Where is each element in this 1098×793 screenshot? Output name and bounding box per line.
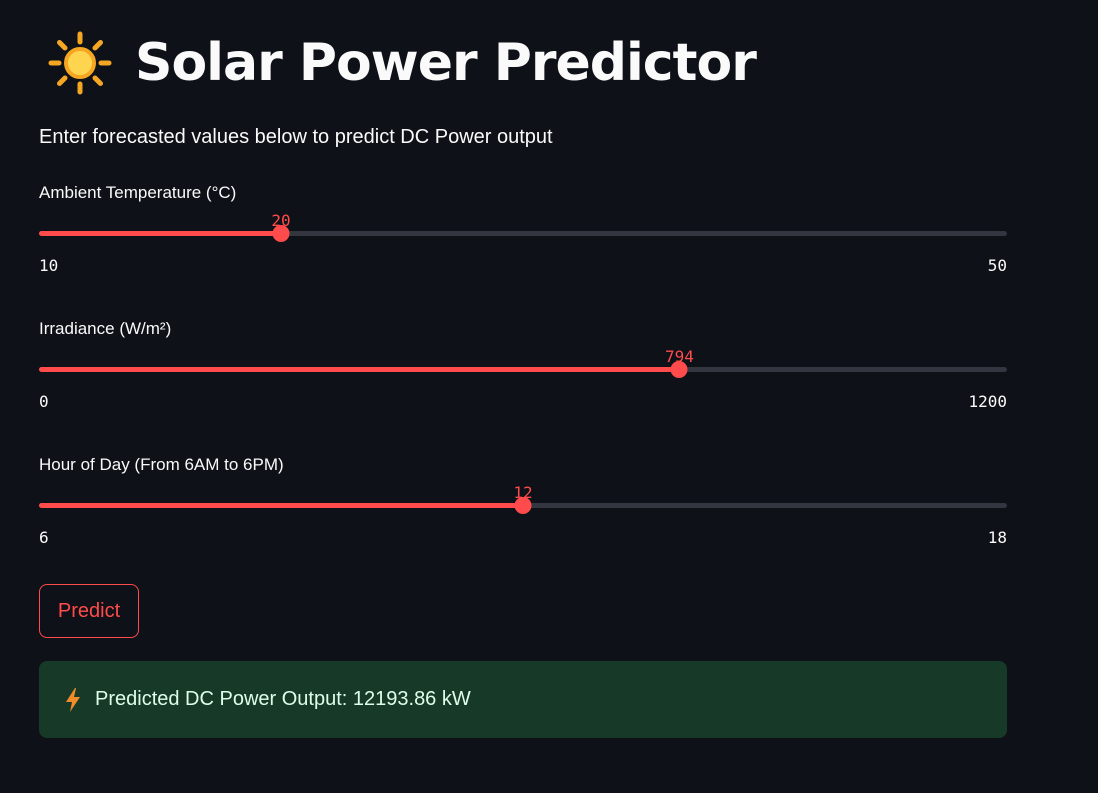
slider-thumb[interactable] <box>272 225 290 242</box>
slider-label: Irradiance (W/m²) <box>39 319 172 338</box>
slider-track-fill <box>39 367 680 372</box>
slider-label: Hour of Day (From 6AM to 6PM) <box>39 455 284 474</box>
result-success-box: Predicted DC Power Output: 12193.86 kW <box>39 661 1007 738</box>
slider-label: Ambient Temperature (°C) <box>39 183 237 202</box>
sun-icon <box>48 31 112 95</box>
slider-max-label: 50 <box>987 256 1007 275</box>
predict-button[interactable]: Predict <box>39 584 139 638</box>
slider-thumb[interactable] <box>514 497 532 514</box>
slider-thumb[interactable] <box>670 361 688 378</box>
slider-track-fill <box>39 231 281 236</box>
slider-track[interactable] <box>39 231 1007 236</box>
slider-track[interactable] <box>39 367 1007 372</box>
lightning-bolt-icon <box>66 687 80 712</box>
page-header: Solar Power Predictor <box>47 28 757 98</box>
slider-min-label: 0 <box>39 392 49 411</box>
slider-min-label: 6 <box>39 528 49 547</box>
result-text: Predicted DC Power Output: 12193.86 kW <box>95 688 471 710</box>
slider-track-fill <box>39 503 523 508</box>
intro-text: Enter forecasted values below to predict… <box>39 126 553 148</box>
slider-max-label: 1200 <box>968 392 1007 411</box>
slider-irradiance: Irradiance (W/m²) 794 0 1200 <box>39 319 1007 419</box>
slider-ambient-temperature: Ambient Temperature (°C) 20 10 50 <box>39 183 1007 283</box>
slider-hour-of-day: Hour of Day (From 6AM to 6PM) 12 6 18 <box>39 455 1007 555</box>
slider-min-label: 10 <box>39 256 59 275</box>
page-title: Solar Power Predictor <box>135 33 757 93</box>
slider-current-value: 794 <box>665 347 694 366</box>
slider-max-label: 18 <box>987 528 1007 547</box>
